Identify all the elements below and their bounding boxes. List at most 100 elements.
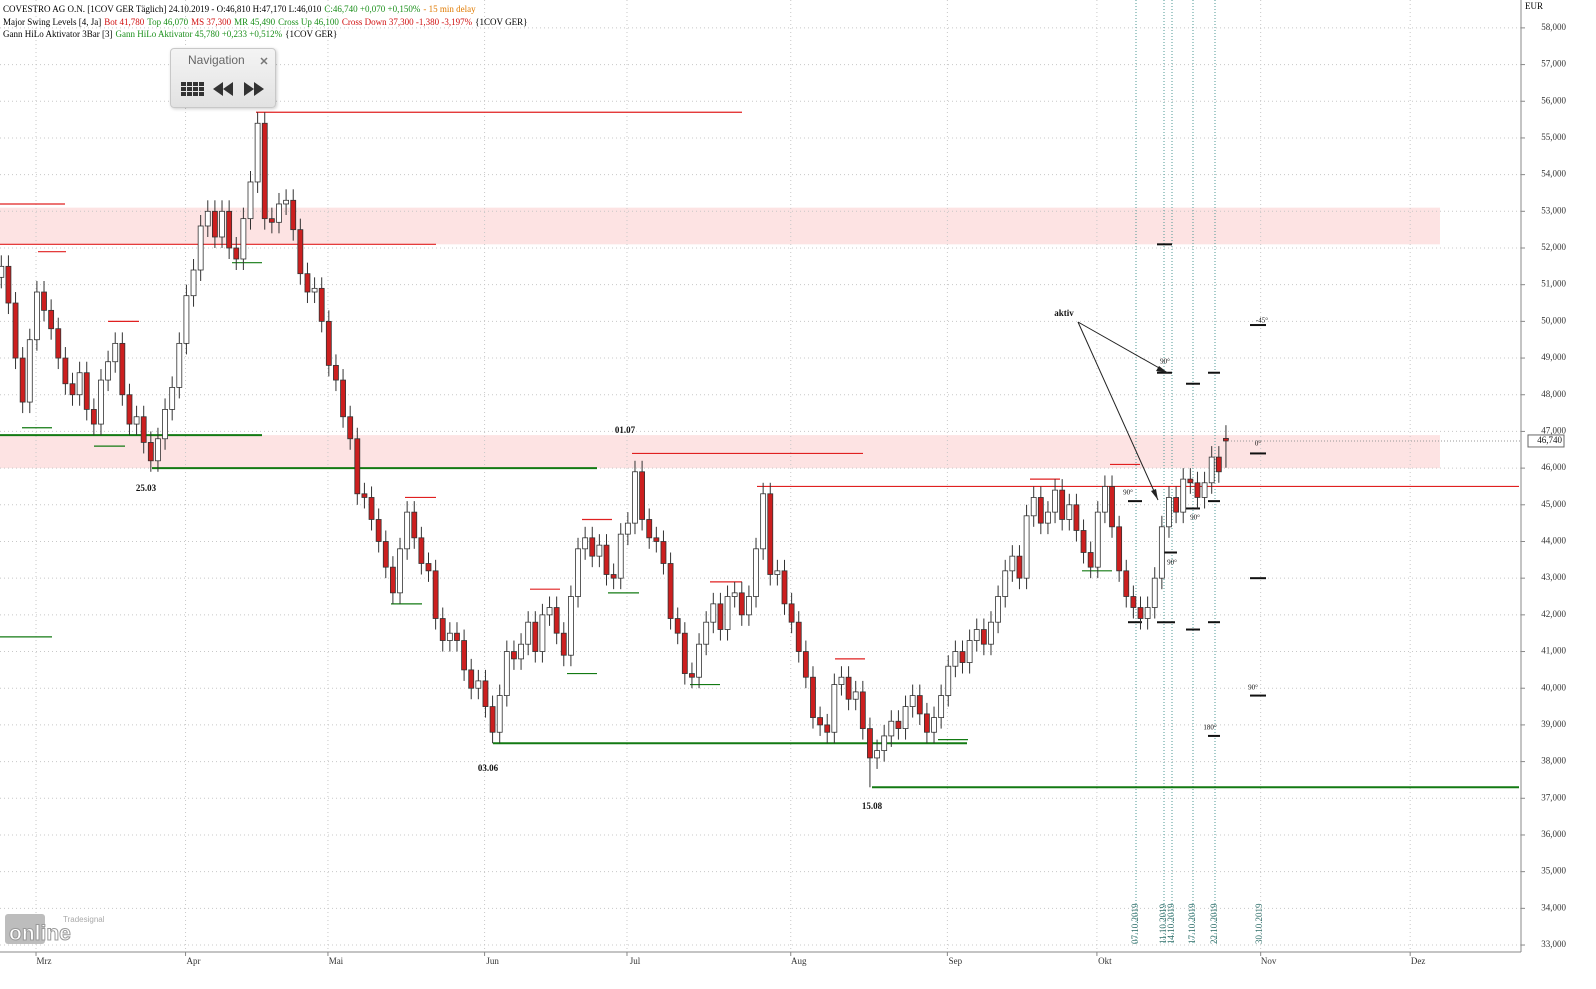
candle-body <box>119 342 126 396</box>
forward-button[interactable] <box>244 82 264 96</box>
candle-body <box>1066 504 1073 520</box>
x-tick-label: Nov <box>1261 956 1277 966</box>
candle-body <box>1030 497 1037 517</box>
candle-body <box>1158 526 1165 579</box>
candle-body <box>781 570 788 605</box>
candle-body <box>859 691 866 729</box>
annotation: 180° <box>1203 724 1217 732</box>
y-tick-label: 37,000 <box>1541 792 1566 802</box>
candle-body <box>1137 607 1144 619</box>
y-tick-label: 46,000 <box>1541 462 1566 472</box>
candle-body <box>375 519 382 542</box>
x-tick-label: Dez <box>1411 956 1426 966</box>
candle-body <box>959 651 966 663</box>
candle-body <box>1208 456 1215 484</box>
candle-body <box>845 676 852 700</box>
candle-body <box>717 603 724 630</box>
candle-body <box>753 548 759 597</box>
candle-body <box>553 607 560 634</box>
candle-body <box>112 342 119 363</box>
levels <box>0 111 1519 789</box>
y-tick-label: 56,000 <box>1541 95 1566 105</box>
candle-body <box>760 493 767 550</box>
candle-body <box>1215 456 1222 473</box>
candle-body <box>311 287 318 293</box>
candle-body <box>0 265 5 278</box>
annotation: 03.06 <box>478 763 499 773</box>
candle-body <box>1223 437 1229 442</box>
candle-body <box>468 669 475 689</box>
y-tick-label: 53,000 <box>1541 205 1566 215</box>
candle-body <box>240 218 247 260</box>
header-text: Bot 41,780 <box>104 16 145 27</box>
candle-body <box>5 265 12 304</box>
candle-body <box>126 394 133 425</box>
arrow <box>1077 321 1169 374</box>
candle-body <box>518 643 524 660</box>
candle-body <box>368 497 375 520</box>
candle-body <box>973 629 980 641</box>
logo-brand: Tradesignal <box>63 915 105 924</box>
navigation-icons <box>181 57 268 96</box>
header-line: Major Swing Levels [4, Ja] Bot 41,780 Top … <box>3 16 530 29</box>
navigation-panel[interactable]: Navigation <box>170 48 276 108</box>
candle-body <box>1166 497 1172 528</box>
candle-body <box>162 409 168 440</box>
candle-body <box>290 199 297 231</box>
candle-body <box>560 632 567 656</box>
candle-body <box>62 357 69 385</box>
candle-body <box>1123 570 1130 597</box>
candle-body <box>703 621 710 645</box>
candle-body <box>1045 511 1051 524</box>
annotation: 90° <box>1123 489 1133 497</box>
y-tick-label: 34,000 <box>1541 902 1566 912</box>
date-marker-label: 22.10.2019 <box>1209 903 1219 944</box>
y-tick-label: 57,000 <box>1541 59 1566 69</box>
candle-body <box>646 519 653 539</box>
candle-body <box>724 596 731 630</box>
candle-body <box>389 566 396 594</box>
annotation: 90° <box>1190 514 1200 522</box>
menu-button[interactable] <box>181 82 204 96</box>
close-button[interactable] <box>260 57 268 65</box>
back-button[interactable] <box>213 82 233 96</box>
annotation: aktiv <box>1054 308 1074 318</box>
zone <box>0 207 1440 245</box>
date-marker-label: 07.10.2019 <box>1130 903 1140 944</box>
candle-body <box>176 342 183 388</box>
annotation: 90° <box>1248 684 1258 692</box>
candle-body <box>489 706 496 733</box>
header-text: Cross Down 37,300 -1,380 -3,197% <box>341 16 473 27</box>
candle-body <box>340 379 346 418</box>
candle-body <box>76 372 83 396</box>
arrow <box>1077 321 1159 501</box>
annotation: 90° <box>1160 358 1170 366</box>
x-tick-label: Apr <box>187 956 201 966</box>
candle-body <box>147 442 154 462</box>
candle-body <box>297 229 304 275</box>
zone <box>0 435 1440 469</box>
candle-body <box>461 640 468 671</box>
candle-body <box>653 537 660 542</box>
candle-body <box>824 724 831 733</box>
candle-body <box>888 720 895 737</box>
candle-body <box>610 574 617 579</box>
x-tick-label: Jul <box>630 956 641 966</box>
x-tick-label: Okt <box>1098 956 1112 966</box>
header: COVESTRO AG O.N. [1COV GER Täglich] 24.1… <box>3 3 530 41</box>
date-marker-label: 11.10.2019 <box>1158 903 1168 944</box>
candle-body <box>838 676 845 685</box>
candle-body <box>254 122 261 183</box>
candle-body <box>546 607 553 616</box>
candle-body <box>382 541 389 568</box>
candle-body <box>347 416 354 440</box>
candle-body <box>325 320 332 366</box>
candle-body <box>1059 489 1066 520</box>
candle-body <box>1080 530 1087 553</box>
candle-body <box>924 713 930 733</box>
candle-body <box>689 673 695 678</box>
header-line: COVESTRO AG O.N. [1COV GER Täglich] 24.1… <box>3 3 530 16</box>
candle-body <box>525 621 532 645</box>
